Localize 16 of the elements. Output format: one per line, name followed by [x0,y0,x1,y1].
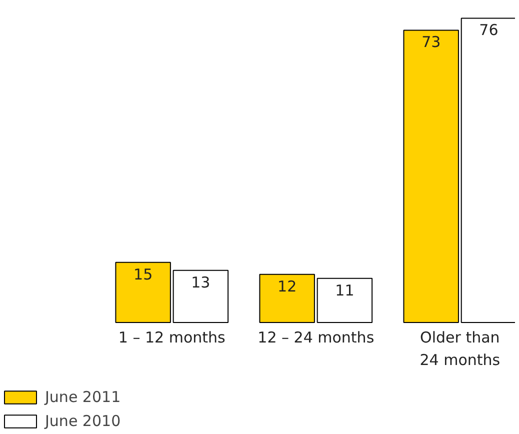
bar [115,262,171,323]
bar [172,270,229,323]
x-tick-label: 12 – 24 months [258,328,374,346]
data-label: 12 [278,277,297,296]
data-label: 13 [191,273,210,292]
x-tick-label: 1 – 12 months [118,328,226,346]
data-label: 73 [422,33,441,52]
data-label: 76 [479,21,498,40]
bar [316,278,373,323]
data-label: 15 [134,265,153,284]
legend-label: June 2011 [45,388,121,406]
legend-label: June 2010 [45,412,121,430]
x-tick-label: Older than 24 months [420,328,500,369]
bar [259,274,315,323]
bar [403,30,459,323]
data-label: 11 [335,281,354,300]
